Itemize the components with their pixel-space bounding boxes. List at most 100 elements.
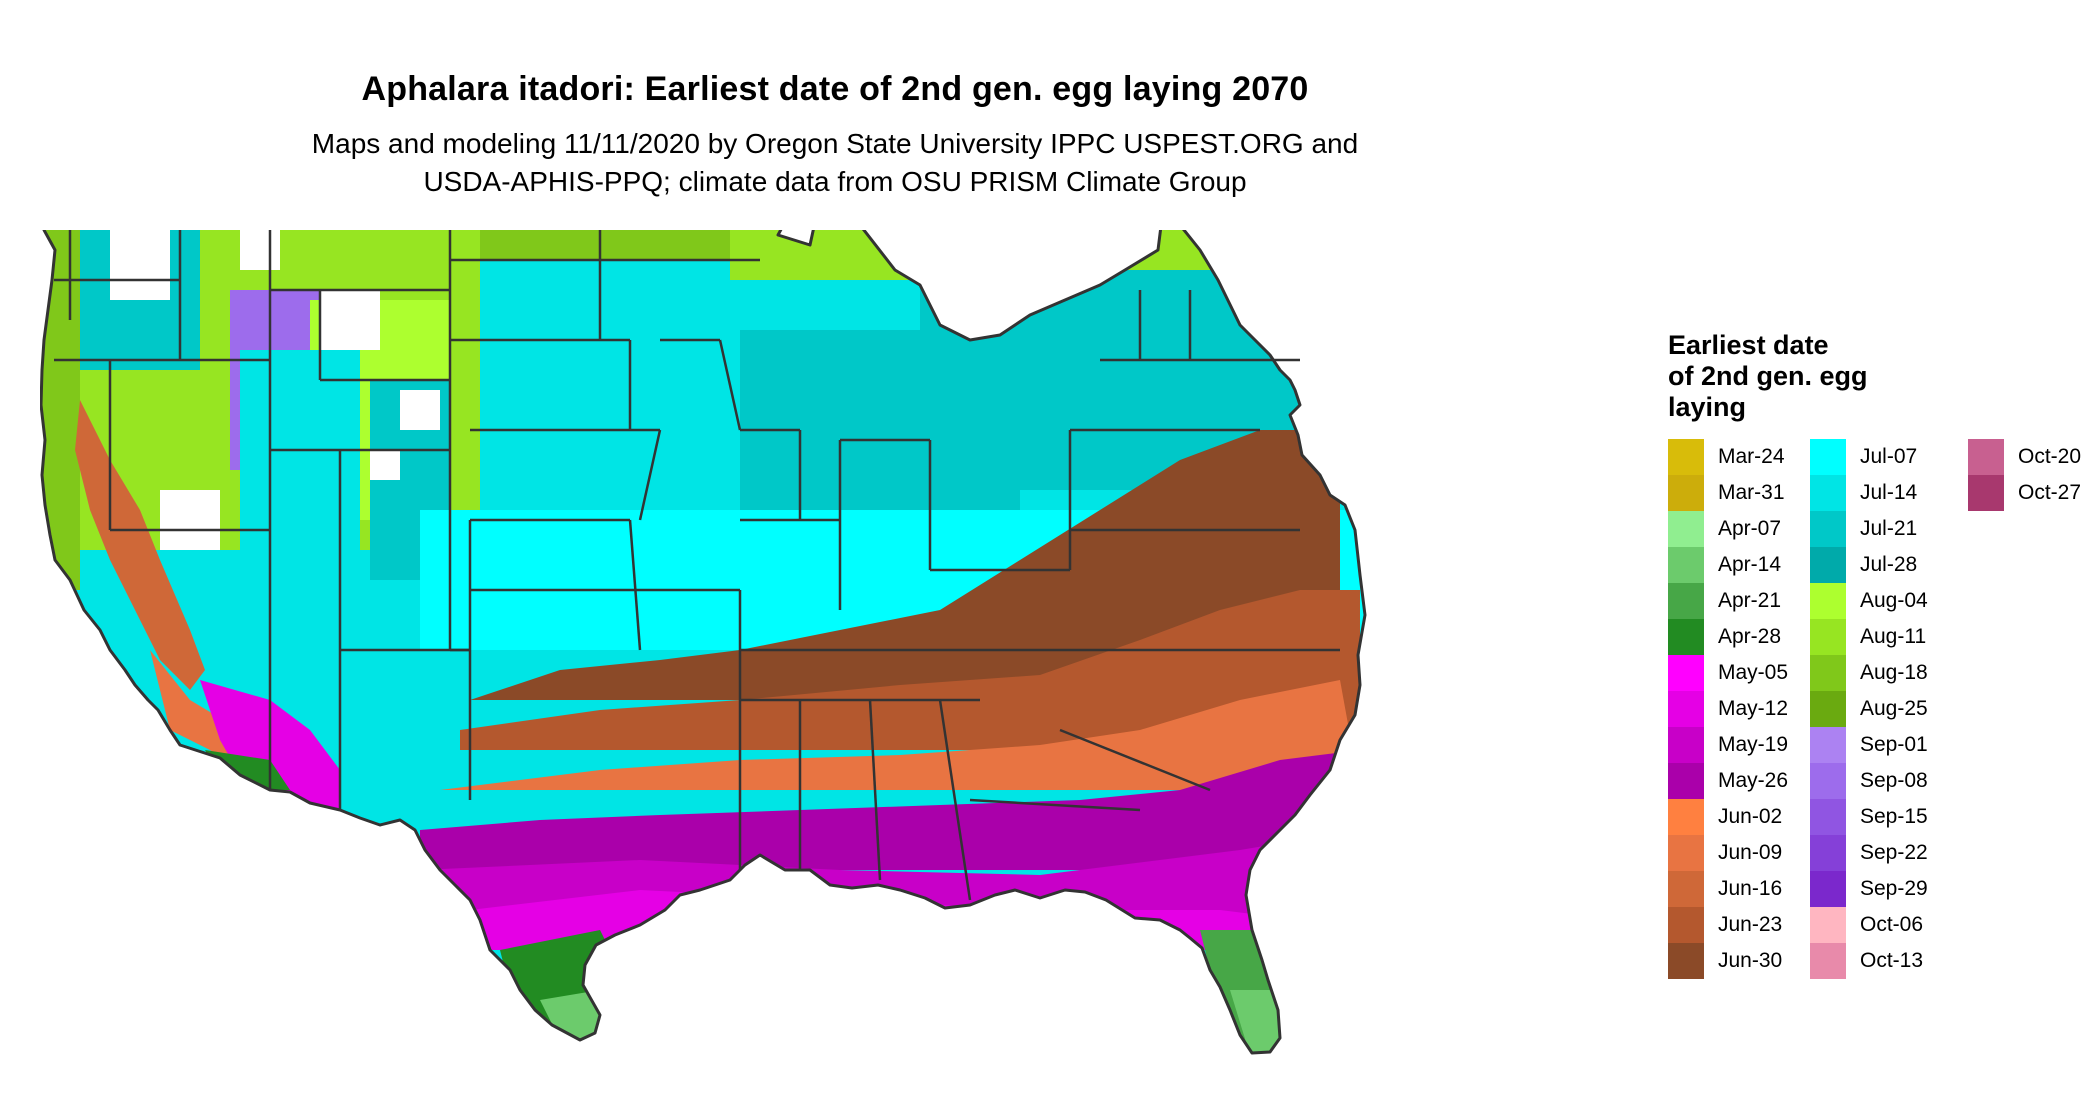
legend-label: Apr-14 xyxy=(1718,553,1782,576)
legend-label: Oct-06 xyxy=(1860,913,1924,936)
legend-label: Mar-31 xyxy=(1718,481,1785,504)
legend-swatch xyxy=(1668,691,1704,727)
legend-swatch xyxy=(1810,835,1846,871)
legend-columns: Mar-24 Mar-31 Apr-07 Apr-14 Apr-21 Apr-28 May-… xyxy=(1668,439,2088,979)
legend-item: Apr-14 xyxy=(1668,547,1810,583)
legend-item: Oct-20 xyxy=(1968,439,2082,475)
state-boundaries xyxy=(40,230,1367,1055)
legend-swatch xyxy=(1810,475,1846,511)
legend-item: Jul-28 xyxy=(1810,547,1968,583)
legend-item: Aug-25 xyxy=(1810,691,1968,727)
legend-label: Jul-14 xyxy=(1860,481,1918,504)
legend-item: May-19 xyxy=(1668,727,1810,763)
legend-swatch xyxy=(1810,799,1846,835)
legend-swatch xyxy=(1810,691,1846,727)
legend-column: Jul-07 Jul-14 Jul-21 Jul-28 Aug-04 Aug-11 Aug-… xyxy=(1810,439,1968,979)
legend-label: Jul-07 xyxy=(1860,445,1918,468)
legend-label: Jul-21 xyxy=(1860,517,1918,540)
legend-label: Aug-11 xyxy=(1860,625,1927,648)
legend-item: Oct-13 xyxy=(1810,943,1968,979)
legend-swatch xyxy=(1810,943,1846,979)
legend: Earliest date of 2nd gen. egg laying Mar… xyxy=(1668,330,2088,979)
legend-label: May-05 xyxy=(1718,661,1789,684)
legend-swatch xyxy=(1668,475,1704,511)
legend-swatch xyxy=(1668,655,1704,691)
map-color-bands xyxy=(41,230,1365,1053)
legend-item: Jun-16 xyxy=(1668,871,1810,907)
legend-swatch xyxy=(1668,583,1704,619)
legend-item: Sep-22 xyxy=(1810,835,1968,871)
legend-item: Oct-27 xyxy=(1968,475,2081,511)
legend-swatch xyxy=(1668,511,1704,547)
us-egg-laying-map xyxy=(40,230,1367,1055)
legend-swatch xyxy=(1810,619,1846,655)
legend-item: Jun-09 xyxy=(1668,835,1810,871)
legend-title-line-2: of 2nd gen. egg xyxy=(1668,361,1868,391)
legend-item: Sep-29 xyxy=(1810,871,1968,907)
legend-swatch xyxy=(1810,727,1846,763)
legend-label: Jul-28 xyxy=(1860,553,1918,576)
legend-item: Mar-31 xyxy=(1668,475,1810,511)
legend-item: Aug-18 xyxy=(1810,655,1968,691)
legend-item: Apr-07 xyxy=(1668,511,1810,547)
legend-swatch xyxy=(1668,763,1704,799)
legend-swatch xyxy=(1810,655,1846,691)
legend-swatch xyxy=(1968,475,2004,511)
legend-column: Mar-24 Mar-31 Apr-07 Apr-14 Apr-21 Apr-28 May-… xyxy=(1668,439,1810,979)
legend-label: Apr-28 xyxy=(1718,625,1782,648)
legend-item: Oct-06 xyxy=(1810,907,1968,943)
legend-item: Sep-08 xyxy=(1810,763,1968,799)
legend-item: Jul-21 xyxy=(1810,511,1968,547)
legend-item: Apr-28 xyxy=(1668,619,1810,655)
legend-item: Jul-07 xyxy=(1810,439,1968,475)
legend-swatch xyxy=(1668,907,1704,943)
legend-swatch xyxy=(1668,547,1704,583)
legend-swatch xyxy=(1810,511,1846,547)
legend-label: Jun-16 xyxy=(1718,877,1783,900)
legend-label: Jun-02 xyxy=(1718,805,1783,828)
legend-swatch xyxy=(1810,763,1846,799)
legend-label: Apr-21 xyxy=(1718,589,1782,612)
legend-item: Jun-02 xyxy=(1668,799,1810,835)
legend-item: Mar-24 xyxy=(1668,439,1810,475)
legend-swatch xyxy=(1668,619,1704,655)
subtitle-line-2: USDA-APHIS-PPQ; climate data from OSU PR… xyxy=(423,166,1247,197)
legend-item: May-05 xyxy=(1668,655,1810,691)
legend-title: Earliest date of 2nd gen. egg laying xyxy=(1668,330,2088,423)
legend-label: May-26 xyxy=(1718,769,1789,792)
legend-label: Oct-20 xyxy=(2018,445,2082,468)
legend-swatch xyxy=(1668,727,1704,763)
legend-item: Sep-01 xyxy=(1810,727,1968,763)
legend-swatch xyxy=(1668,835,1704,871)
legend-label: Aug-18 xyxy=(1860,661,1928,684)
legend-swatch xyxy=(1810,583,1846,619)
map-subtitle: Maps and modeling 11/11/2020 by Oregon S… xyxy=(0,125,1670,201)
legend-swatch xyxy=(1668,799,1704,835)
legend-label: Jun-23 xyxy=(1718,913,1783,936)
legend-item: Jun-23 xyxy=(1668,907,1810,943)
legend-label: Aug-25 xyxy=(1860,697,1928,720)
legend-title-line-3: laying xyxy=(1668,392,1747,422)
legend-item: Aug-04 xyxy=(1810,583,1968,619)
legend-swatch xyxy=(1668,439,1704,475)
legend-swatch xyxy=(1810,907,1846,943)
legend-column: Oct-20 Oct-27 xyxy=(1968,439,2082,979)
legend-swatch xyxy=(1810,547,1846,583)
legend-label: Oct-13 xyxy=(1860,949,1924,972)
legend-swatch xyxy=(1668,871,1704,907)
legend-label: Sep-15 xyxy=(1860,805,1928,828)
map-title: Aphalara itadori: Earliest date of 2nd g… xyxy=(361,70,1309,108)
legend-label: May-19 xyxy=(1718,733,1789,756)
legend-label: Jun-30 xyxy=(1718,949,1783,972)
legend-swatch xyxy=(1968,439,2004,475)
legend-item: May-12 xyxy=(1668,691,1810,727)
legend-item: May-26 xyxy=(1668,763,1810,799)
legend-item: Apr-21 xyxy=(1668,583,1810,619)
legend-label: Sep-01 xyxy=(1860,733,1928,756)
legend-label: Apr-07 xyxy=(1718,517,1782,540)
legend-label: May-12 xyxy=(1718,697,1789,720)
legend-swatch xyxy=(1668,943,1704,979)
legend-item: Jul-14 xyxy=(1810,475,1968,511)
legend-label: Aug-04 xyxy=(1860,589,1928,612)
legend-label: Sep-08 xyxy=(1860,769,1928,792)
